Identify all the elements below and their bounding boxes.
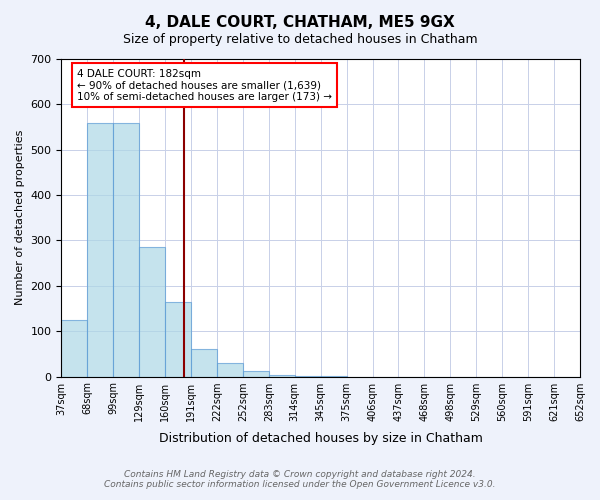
- Bar: [269, 374, 295, 376]
- Bar: [191, 350, 217, 376]
- X-axis label: Distribution of detached houses by size in Chatham: Distribution of detached houses by size …: [159, 432, 482, 445]
- Text: 4, DALE COURT, CHATHAM, ME5 9GX: 4, DALE COURT, CHATHAM, ME5 9GX: [145, 15, 455, 30]
- Bar: [139, 247, 165, 376]
- Bar: [88, 122, 113, 376]
- Text: Size of property relative to detached houses in Chatham: Size of property relative to detached ho…: [122, 32, 478, 46]
- Text: Contains HM Land Registry data © Crown copyright and database right 2024.
Contai: Contains HM Land Registry data © Crown c…: [104, 470, 496, 489]
- Text: 4 DALE COURT: 182sqm
← 90% of detached houses are smaller (1,639)
10% of semi-de: 4 DALE COURT: 182sqm ← 90% of detached h…: [77, 68, 332, 102]
- Bar: [113, 124, 139, 376]
- Bar: [243, 371, 269, 376]
- Bar: [217, 363, 243, 376]
- Bar: [61, 320, 88, 376]
- Bar: [165, 302, 191, 376]
- Y-axis label: Number of detached properties: Number of detached properties: [15, 130, 25, 306]
